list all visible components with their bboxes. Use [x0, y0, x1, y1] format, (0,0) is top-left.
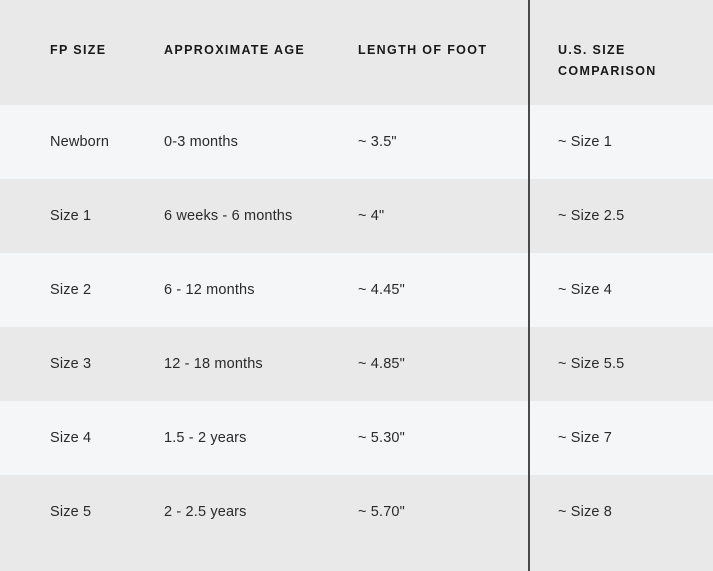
cell-fp_size: Size 1 [50, 208, 92, 224]
cell-us_size: ~ Size 1 [558, 134, 612, 150]
cell-age: 2 - 2.5 years [164, 504, 247, 520]
cell-us_size: ~ Size 2.5 [558, 208, 625, 224]
cell-length: ~ 4.45" [358, 282, 405, 298]
table-header-row: FP SIZE APPROXIMATE AGE LENGTH OF FOOT U… [0, 0, 713, 105]
table-row: Size 5 2 - 2.5 years ~ 5.70" ~ Size 8 [0, 475, 713, 571]
column-header-fp-size: FP SIZE [50, 43, 107, 57]
table-row: Newborn 0-3 months ~ 3.5" ~ Size 1 [0, 105, 713, 179]
cell-length: ~ 4" [358, 208, 385, 224]
cell-age: 12 - 18 months [164, 356, 263, 372]
cell-fp_size: Size 5 [50, 504, 92, 520]
cell-age: 1.5 - 2 years [164, 430, 247, 446]
table-row: Size 3 12 - 18 months ~ 4.85" ~ Size 5.5 [0, 327, 713, 401]
cell-fp_size: Size 3 [50, 356, 92, 372]
table-row: Size 2 6 - 12 months ~ 4.45" ~ Size 4 [0, 253, 713, 327]
table-row: Size 4 1.5 - 2 years ~ 5.30" ~ Size 7 [0, 401, 713, 475]
cell-age: 6 - 12 months [164, 282, 255, 298]
cell-length: ~ 5.70" [358, 504, 405, 520]
cell-length: ~ 3.5" [358, 134, 397, 150]
column-header-length-of-foot: LENGTH OF FOOT [358, 43, 488, 57]
cell-us_size: ~ Size 8 [558, 504, 612, 520]
column-divider-line [528, 0, 530, 571]
cell-us_size: ~ Size 5.5 [558, 356, 625, 372]
cell-length: ~ 5.30" [358, 430, 405, 446]
cell-fp_size: Size 2 [50, 282, 92, 298]
cell-us_size: ~ Size 4 [558, 282, 612, 298]
cell-us_size: ~ Size 7 [558, 430, 612, 446]
column-header-us-size-comparison: U.S. SIZE COMPARISON [558, 43, 657, 78]
cell-length: ~ 4.85" [358, 356, 405, 372]
cell-fp_size: Newborn [50, 134, 110, 150]
column-header-approximate-age: APPROXIMATE AGE [164, 43, 306, 57]
cell-age: 0-3 months [164, 134, 239, 150]
cell-fp_size: Size 4 [50, 430, 92, 446]
cell-age: 6 weeks - 6 months [164, 208, 293, 224]
table-row: Size 1 6 weeks - 6 months ~ 4" ~ Size 2.5 [0, 179, 713, 253]
